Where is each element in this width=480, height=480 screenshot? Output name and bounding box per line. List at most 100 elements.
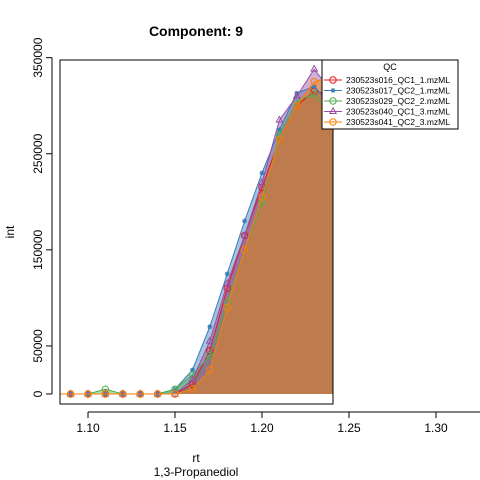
data-point-s5-9 xyxy=(188,385,197,393)
series-area-2 xyxy=(60,86,333,394)
data-point-s2-12 xyxy=(242,218,248,224)
data-point-s2-24 xyxy=(451,343,456,348)
x-tick-label-1: 1.10 xyxy=(76,421,100,435)
marker-dot xyxy=(331,88,335,93)
data-point-s4-7 xyxy=(153,389,162,397)
data-point-s3-9 xyxy=(188,371,197,379)
marker-asterisk xyxy=(364,161,369,166)
legend-marker-5 xyxy=(329,118,337,126)
marker-circle xyxy=(206,347,214,355)
marker-dot xyxy=(434,320,437,323)
data-point-s1-19 xyxy=(363,151,369,157)
data-point-s4-5 xyxy=(118,389,127,397)
data-point-s1-21 xyxy=(398,237,404,243)
plot-frame xyxy=(59,59,334,405)
marker-circle xyxy=(450,362,456,368)
marker-circle xyxy=(188,385,197,393)
data-point-s3-8 xyxy=(171,385,179,393)
data-point-s3-23 xyxy=(433,343,439,349)
marker-circle xyxy=(275,130,284,139)
marker-circle xyxy=(101,385,110,393)
data-point-s4-6 xyxy=(136,389,145,397)
marker-triangle xyxy=(415,289,421,295)
legend-items: 230523s016_QC1_1.mzML230523s017_QC2_1.mz… xyxy=(324,75,450,127)
legend-label-4: 230523s040_QC1_3.mzML xyxy=(346,107,450,117)
data-point-s1-24 xyxy=(450,333,456,339)
marker-circle xyxy=(66,390,75,398)
marker-triangle xyxy=(468,338,474,344)
data-point-s4-23 xyxy=(433,314,439,320)
x-tick-label-3: 1.20 xyxy=(250,421,274,435)
marker-triangle xyxy=(328,106,338,114)
marker-triangle xyxy=(257,177,267,186)
marker-circle xyxy=(363,131,369,137)
data-point-s4-25 xyxy=(468,338,474,344)
marker-asterisk xyxy=(468,358,473,363)
legend-item-4: 230523s040_QC1_3.mzML xyxy=(324,107,450,117)
marker-asterisk xyxy=(451,343,456,348)
marker-dot xyxy=(365,162,368,165)
marker-circle xyxy=(329,118,337,126)
marker-circle xyxy=(381,194,387,200)
marker-circle xyxy=(381,237,387,243)
legend-marker-2 xyxy=(330,88,336,93)
data-point-s2-13 xyxy=(259,170,265,176)
legend-label-5: 230523s041_QC2_3.mzML xyxy=(346,117,450,127)
marker-circle xyxy=(450,314,456,320)
legend-marker-1 xyxy=(329,76,337,84)
x-tick-label-4: 1.25 xyxy=(337,421,361,435)
data-point-s5-22 xyxy=(415,261,421,267)
marker-circle xyxy=(363,189,369,195)
chart-title: Component: 9 xyxy=(149,23,243,39)
data-point-s4-1 xyxy=(50,390,56,396)
data-point-s5-21 xyxy=(398,223,404,229)
legend-label-2: 230523s017_QC2_1.mzML xyxy=(346,86,450,96)
data-point-s5-25 xyxy=(468,338,474,344)
data-point-s1-23 xyxy=(433,304,439,310)
data-point-s2-21 xyxy=(399,247,404,252)
marker-circle xyxy=(136,390,144,398)
data-point-s5-11 xyxy=(223,303,231,312)
data-point-s5-8 xyxy=(171,390,179,398)
data-point-s4-4 xyxy=(101,389,110,397)
legend-item-2: 230523s017_QC2_1.mzML xyxy=(324,86,450,96)
data-point-s5-2 xyxy=(66,390,75,398)
data-point-s2-16 xyxy=(311,83,317,89)
marker-triangle xyxy=(433,314,439,320)
data-point-s4-11 xyxy=(223,278,232,286)
marker-dot xyxy=(312,84,316,89)
data-point-s3-19 xyxy=(363,189,369,195)
data-point-s4-21 xyxy=(398,241,404,247)
data-point-s1-10 xyxy=(206,347,214,355)
marker-circle xyxy=(223,303,231,312)
data-point-s2-9 xyxy=(189,367,195,373)
marker-circle xyxy=(468,352,474,358)
marker-circle xyxy=(293,102,301,110)
marker-circle xyxy=(433,290,439,296)
data-point-s4-3 xyxy=(83,389,93,397)
data-point-s5-10 xyxy=(206,366,214,374)
data-point-s3-22 xyxy=(415,319,421,325)
marker-circle xyxy=(398,237,404,243)
marker-dot xyxy=(452,344,455,347)
data-point-s5-3 xyxy=(84,390,92,398)
marker-circle xyxy=(206,351,214,360)
data-point-s5-13 xyxy=(258,193,266,201)
marker-circle xyxy=(84,390,92,398)
data-point-s3-10 xyxy=(206,351,214,360)
marker-circle xyxy=(398,223,404,229)
marker-circle xyxy=(468,338,474,344)
marker-circle xyxy=(415,275,421,281)
marker-triangle xyxy=(381,198,387,204)
marker-asterisk xyxy=(381,199,386,204)
x-axis-label: rt xyxy=(192,451,200,465)
marker-triangle xyxy=(118,389,127,397)
data-point-s5-6 xyxy=(136,390,144,398)
data-point-s5-19 xyxy=(363,131,369,137)
marker-triangle xyxy=(50,390,56,396)
data-point-s4-10 xyxy=(205,336,214,344)
data-point-s5-15 xyxy=(293,102,301,110)
x-tick-label-5: 1.30 xyxy=(424,421,448,435)
marker-circle xyxy=(119,390,127,398)
